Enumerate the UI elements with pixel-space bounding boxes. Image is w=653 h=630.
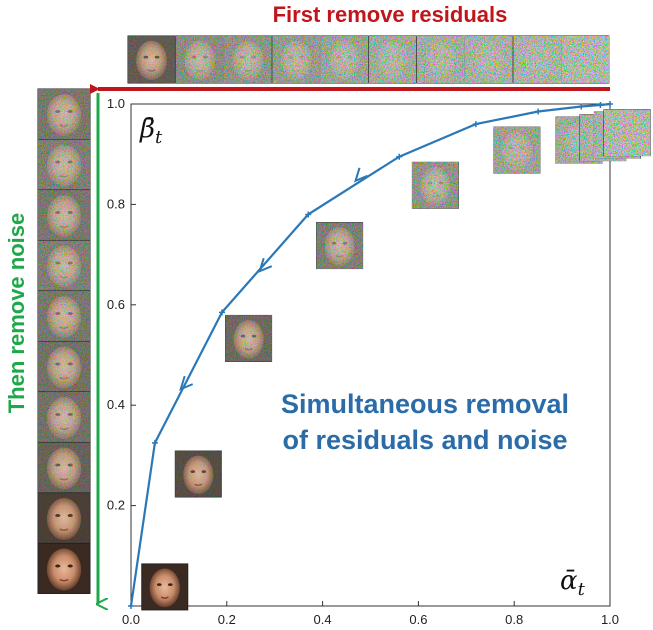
top-strip-thumbnail: [272, 35, 321, 84]
top-thumbnail-strip: [127, 35, 610, 84]
curve-point: [607, 101, 613, 107]
left-strip-thumbnail: [37, 240, 91, 291]
curve-thumbnail: [141, 563, 189, 611]
top-strip-thumbnail: [464, 35, 513, 84]
top-strip-thumbnail: [368, 35, 417, 84]
curve-thumbnail: [603, 109, 651, 157]
x-tick-label: 0.2: [218, 612, 236, 627]
curve-thumbnail: [174, 450, 222, 498]
axis-ticks: 0.0 0.2 0.4 0.6 0.8 1.0 0.2 0.4 0.6 0.8 1.0: [107, 96, 619, 627]
curve-points: [128, 101, 613, 609]
x-tick-label: 0.4: [314, 612, 332, 627]
y-tick-label: 0.4: [107, 397, 125, 412]
curve-thumbnail: [316, 222, 364, 270]
curve-point: [472, 121, 479, 128]
left-strip-thumbnail: [37, 543, 91, 594]
curve-point: [597, 102, 604, 109]
top-heading: First remove residuals: [272, 2, 508, 27]
curve-thumbnail: [411, 161, 459, 209]
annotation-line-1: Simultaneous removal: [280, 389, 570, 419]
x-tick-label: 1.0: [601, 612, 619, 627]
y-tick-label: 0.6: [107, 297, 125, 312]
top-strip-thumbnail: [561, 35, 610, 84]
curve-point: [151, 439, 158, 446]
curve-line: [129, 102, 611, 607]
curve-point: [535, 108, 542, 115]
x-axis-label: ᾱt: [560, 566, 585, 601]
curve-thumbnails: [141, 109, 651, 611]
top-strip-thumbnail: [175, 35, 224, 84]
curve-point: [128, 603, 134, 609]
left-strip-thumbnail: [37, 492, 91, 544]
left-strip-thumbnail: [37, 341, 91, 392]
direction-arrow: [258, 257, 273, 273]
left-strip-thumbnail: [37, 88, 91, 140]
curve-point: [219, 309, 226, 316]
left-strip-thumbnail: [37, 290, 91, 342]
x-tick-label: 0.8: [505, 612, 523, 627]
x-tick-label: 0.6: [409, 612, 427, 627]
top-strip-thumbnail: [223, 35, 272, 84]
left-thumbnail-strip: [37, 88, 91, 594]
top-strip-thumbnail: [320, 35, 369, 84]
x-tick-label: 0.0: [122, 612, 140, 627]
curve-thumbnail: [493, 126, 541, 174]
y-tick-label: 1.0: [107, 96, 125, 111]
y-tick-label: 0.8: [107, 196, 125, 211]
left-strip-thumbnail: [37, 189, 91, 241]
curve-point: [578, 103, 585, 110]
left-heading: Then remove noise: [4, 212, 29, 414]
y-axis-label: β̄t: [140, 114, 163, 149]
left-strip-thumbnail: [37, 391, 91, 443]
curve-point: [305, 211, 312, 218]
top-strip-thumbnail: [127, 35, 176, 84]
plot-frame: [130, 103, 611, 607]
direction-arrows: [179, 167, 368, 391]
top-strip-thumbnail: [416, 35, 465, 84]
y-tick-label: 0.2: [107, 498, 125, 513]
left-strip-thumbnail: [37, 442, 91, 493]
left-strip-thumbnail: [37, 139, 91, 190]
direction-arrow: [179, 375, 194, 391]
curve-point: [396, 153, 403, 160]
annotation-text: Simultaneous removal of residuals and no…: [230, 386, 620, 458]
top-strip-thumbnail: [513, 35, 562, 84]
curve-thumbnail: [225, 314, 273, 362]
annotation-line-2: of residuals and noise: [282, 425, 568, 455]
direction-arrow: [353, 167, 368, 183]
